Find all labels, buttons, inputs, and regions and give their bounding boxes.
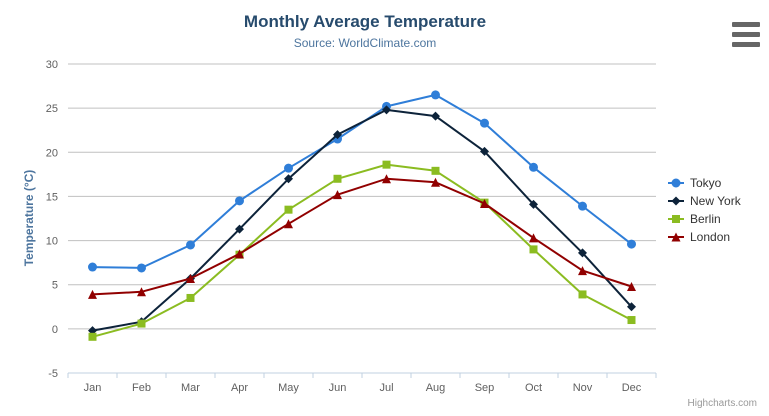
x-axis-label: May <box>278 382 299 394</box>
credits-link[interactable]: Highcharts.com <box>687 398 757 409</box>
gridlines <box>68 63 656 374</box>
y-axis-label: 15 <box>46 191 58 203</box>
y-axis-label: 0 <box>52 324 58 336</box>
legend-item-label: Tokyo <box>690 175 722 190</box>
x-axis-label: Sep <box>475 382 495 394</box>
series-line-berlin <box>92 163 632 338</box>
x-axis-label: Mar <box>181 382 200 394</box>
series-london[interactable] <box>88 174 636 299</box>
x-axis-label: Oct <box>525 382 542 394</box>
data-point-marker[interactable] <box>671 178 681 188</box>
legend-item-label: London <box>690 229 731 244</box>
data-point-marker[interactable] <box>382 105 391 115</box>
x-axis-label: Jun <box>329 382 347 394</box>
x-axis-label: Aug <box>426 382 446 394</box>
data-point-marker[interactable] <box>480 198 489 208</box>
x-axis-label: Nov <box>573 382 593 394</box>
data-point-marker[interactable] <box>671 232 681 242</box>
data-point-marker[interactable] <box>480 146 489 156</box>
legend: Tokyo New York Berlin London <box>667 176 741 244</box>
data-point-marker[interactable] <box>333 190 342 200</box>
data-point-marker[interactable] <box>88 262 97 272</box>
data-point-marker[interactable] <box>186 293 195 302</box>
chart-subtitle: Source: WorldClimate.com <box>293 36 437 50</box>
x-axis-labels: Jan Feb Mar Apr May Jun Jul Aug Sep Oct Nov Dec <box>84 382 642 394</box>
data-point-marker[interactable] <box>284 205 293 214</box>
y-axis-labels: -5 0 5 10 15 20 25 30 <box>46 59 58 380</box>
data-point-marker[interactable] <box>382 174 391 184</box>
data-point-marker[interactable] <box>186 240 195 250</box>
data-point-marker[interactable] <box>431 111 440 121</box>
y-axis-label: 30 <box>46 59 58 71</box>
legend-marker-triangle-icon <box>668 232 684 242</box>
legend-item-new-york[interactable]: New York <box>667 194 741 208</box>
series-new-york[interactable] <box>88 105 636 336</box>
data-point-marker[interactable] <box>431 90 440 100</box>
legend-item-london[interactable]: London <box>667 230 741 244</box>
legend-marker-circle-icon <box>668 178 684 188</box>
series-tokyo[interactable] <box>88 90 636 273</box>
hamburger-icon-bar <box>732 32 760 37</box>
data-point-marker[interactable] <box>627 316 636 325</box>
export-menu-button[interactable] <box>732 22 760 47</box>
data-point-marker[interactable] <box>480 118 489 128</box>
data-point-marker[interactable] <box>431 166 440 175</box>
y-axis-label: 25 <box>46 103 58 115</box>
data-point-marker[interactable] <box>529 245 538 254</box>
data-point-marker[interactable] <box>578 290 587 299</box>
data-point-marker[interactable] <box>284 174 293 184</box>
data-point-marker[interactable] <box>529 162 538 172</box>
series-line-new-york <box>92 108 633 332</box>
data-point-marker[interactable] <box>137 319 146 328</box>
data-point-marker[interactable] <box>672 215 680 223</box>
data-point-marker[interactable] <box>284 163 293 173</box>
legend-item-label: New York <box>690 193 741 208</box>
series-line-tokyo <box>92 93 633 269</box>
legend-item-tokyo[interactable]: Tokyo <box>667 176 741 190</box>
data-point-marker[interactable] <box>382 160 391 169</box>
data-point-marker[interactable] <box>627 281 636 291</box>
data-point-marker[interactable] <box>235 224 244 234</box>
data-point-marker[interactable] <box>333 130 342 140</box>
data-point-marker[interactable] <box>235 196 244 206</box>
chart-title: Monthly Average Temperature <box>243 12 487 31</box>
hamburger-icon-bar <box>732 22 760 27</box>
y-axis-label: 20 <box>46 147 58 159</box>
x-axis-label: Dec <box>622 382 642 394</box>
legend-item-label: Berlin <box>690 211 721 226</box>
data-point-marker[interactable] <box>578 201 587 211</box>
y-axis-label: 5 <box>52 280 58 292</box>
x-axis-label: Apr <box>231 382 248 394</box>
data-point-marker[interactable] <box>88 289 97 299</box>
x-axis-label: Jan <box>84 382 102 394</box>
data-point-marker[interactable] <box>431 177 440 187</box>
data-point-marker[interactable] <box>333 174 342 183</box>
y-axis-label: -5 <box>48 368 58 380</box>
data-point-marker[interactable] <box>88 332 97 341</box>
legend-item-berlin[interactable]: Berlin <box>667 212 741 226</box>
data-point-marker[interactable] <box>186 274 195 284</box>
data-point-marker[interactable] <box>137 287 146 297</box>
data-point-marker[interactable] <box>137 263 146 273</box>
legend-marker-square-icon <box>668 215 684 223</box>
data-point-marker[interactable] <box>578 248 587 258</box>
data-point-marker[interactable] <box>627 239 636 249</box>
data-point-marker[interactable] <box>578 266 587 276</box>
data-point-marker[interactable] <box>671 196 681 206</box>
data-point-marker[interactable] <box>627 302 636 312</box>
data-point-marker[interactable] <box>529 233 538 243</box>
y-axis-label: 10 <box>46 236 58 248</box>
legend-marker-diamond-icon <box>668 196 684 206</box>
data-point-marker[interactable] <box>284 219 293 229</box>
x-axis-label: Jul <box>379 382 393 394</box>
y-axis-title: Temperature (°C) <box>22 169 36 267</box>
data-point-marker[interactable] <box>529 199 538 209</box>
x-axis <box>67 372 657 378</box>
hamburger-icon-bar <box>732 42 760 47</box>
x-axis-label: Feb <box>132 382 151 394</box>
data-point-marker[interactable] <box>235 249 244 259</box>
series-line-london <box>92 177 632 296</box>
